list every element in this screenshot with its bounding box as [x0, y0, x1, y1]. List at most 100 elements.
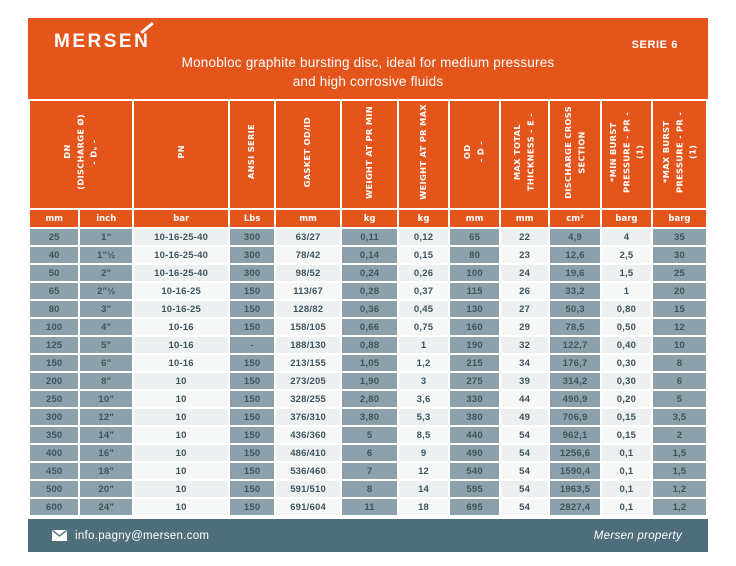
table-row: 450 18" 10 150 536/460 7 12 540 54 1590,4 0,1 1,5 — [30, 463, 706, 479]
cell-discharge-cross-section: 12,6 — [550, 247, 600, 263]
cell-max-thickness: 27 — [501, 301, 549, 317]
header-band: MERSEN SERIE 6 Monobloc graphite burstin… — [28, 18, 708, 99]
spec-table: DN (DISCHARGE Ø) - Dₑ - PN ANSI SERIE GA… — [28, 99, 708, 517]
unit-cross-section-cm2: cm² — [550, 210, 600, 227]
cell-weight-pr-min: 0,66 — [342, 319, 398, 335]
table-row: 25 1" 10-16-25-40 300 63/27 0,11 0,12 65 22 4,9 4 3… — [30, 229, 706, 245]
cell-max-burst-pressure: 1,5 — [652, 445, 706, 461]
cell-weight-pr-max: 9 — [399, 445, 449, 461]
cell-od-mm: 695 — [450, 499, 500, 515]
cell-max-thickness: 39 — [501, 373, 549, 389]
cell-od-mm: 490 — [450, 445, 500, 461]
cell-dn-inch: 10" — [80, 391, 133, 407]
cell-dn-mm: 100 — [30, 319, 79, 335]
units-row: mm inch bar Lbs mm kg kg mm mm cm² barg … — [30, 210, 706, 227]
cell-dn-inch: 14" — [80, 427, 133, 443]
unit-gasket-mm: mm — [276, 210, 341, 227]
footer-band: info.pagny@mersen.com Mersen property — [28, 519, 708, 552]
cell-dn-inch: 1"½ — [80, 247, 133, 263]
cell-dn-mm: 250 — [30, 391, 79, 407]
cell-dn-mm: 40 — [30, 247, 79, 263]
cell-ansi-lbs: 150 — [230, 301, 275, 317]
cell-max-thickness: 23 — [501, 247, 549, 263]
cell-gasket-od-id: 128/82 — [276, 301, 341, 317]
cell-discharge-cross-section: 50,3 — [550, 301, 600, 317]
column-header-max-thickness: MAX TOTAL THICKNESS - E - — [501, 101, 549, 208]
cell-dn-inch: 2"½ — [80, 283, 133, 299]
cell-od-mm: 115 — [450, 283, 500, 299]
cell-od-mm: 275 — [450, 373, 500, 389]
cell-pn-bar: 10-16-25-40 — [134, 265, 229, 281]
cell-dn-inch: 2" — [80, 265, 133, 281]
cell-weight-pr-max: 0,75 — [399, 319, 449, 335]
unit-dn-mm: mm — [30, 210, 79, 227]
cell-dn-mm: 600 — [30, 499, 79, 515]
rotated-header-row: DN (DISCHARGE Ø) - Dₑ - PN ANSI SERIE GA… — [30, 101, 706, 208]
cell-gasket-od-id: 98/52 — [276, 265, 341, 281]
cell-ansi-lbs: 150 — [230, 283, 275, 299]
cell-max-burst-pressure: 15 — [652, 301, 706, 317]
cell-weight-pr-min: 6 — [342, 445, 398, 461]
table-row: 100 4" 10-16 150 158/105 0,66 0,75 160 29 78,5 0,5… — [30, 319, 706, 335]
cell-max-thickness: 54 — [501, 499, 549, 515]
cell-ansi-lbs: 150 — [230, 445, 275, 461]
cell-discharge-cross-section: 78,5 — [550, 319, 600, 335]
cell-weight-pr-min: 0,36 — [342, 301, 398, 317]
table-row: 350 14" 10 150 436/360 5 8,5 440 54 962,1 0,15 2 — [30, 427, 706, 443]
cell-od-mm: 130 — [450, 301, 500, 317]
cell-pn-bar: 10-16-25-40 — [134, 229, 229, 245]
cell-pn-bar: 10-16 — [134, 337, 229, 353]
unit-weight-min-kg: kg — [342, 210, 398, 227]
cell-min-burst-pressure: 1 — [601, 283, 651, 299]
cell-discharge-cross-section: 1963,5 — [550, 481, 600, 497]
table-row: 150 6" 10-16 150 213/155 1,05 1,2 215 34 176,7 0,3… — [30, 355, 706, 371]
cell-gasket-od-id: 63/27 — [276, 229, 341, 245]
cell-weight-pr-min: 1,90 — [342, 373, 398, 389]
cell-ansi-lbs: 150 — [230, 499, 275, 515]
cell-weight-pr-min: 0,88 — [342, 337, 398, 353]
unit-thickness-mm: mm — [501, 210, 549, 227]
cell-discharge-cross-section: 2827,4 — [550, 499, 600, 515]
cell-weight-pr-max: 0,37 — [399, 283, 449, 299]
unit-max-burst-barg: barg — [652, 210, 706, 227]
mersen-logo-text: MERSEN — [54, 31, 151, 52]
cell-weight-pr-max: 0,15 — [399, 247, 449, 263]
cell-dn-inch: 12" — [80, 409, 133, 425]
cell-ansi-lbs: 150 — [230, 427, 275, 443]
cell-dn-mm: 50 — [30, 265, 79, 281]
cell-min-burst-pressure: 0,20 — [601, 391, 651, 407]
cell-min-burst-pressure: 4 — [601, 229, 651, 245]
mersen-logo: MERSEN — [54, 21, 154, 53]
page-title-line2: and high corrosive fluids — [292, 74, 444, 90]
cell-dn-mm: 150 — [30, 355, 79, 371]
cell-max-thickness: 54 — [501, 427, 549, 443]
cell-max-thickness: 34 — [501, 355, 549, 371]
table-body: 25 1" 10-16-25-40 300 63/27 0,11 0,12 65 22 4,9 4 3… — [30, 229, 706, 515]
cell-od-mm: 380 — [450, 409, 500, 425]
cell-max-thickness: 22 — [501, 229, 549, 245]
cell-max-burst-pressure: 2 — [652, 427, 706, 443]
cell-dn-inch: 5" — [80, 337, 133, 353]
cell-max-burst-pressure: 20 — [652, 283, 706, 299]
cell-dn-mm: 125 — [30, 337, 79, 353]
table-row: 200 8" 10 150 273/205 1,90 3 275 39 314,2 0,30 6 — [30, 373, 706, 389]
cell-ansi-lbs: 150 — [230, 391, 275, 407]
cell-min-burst-pressure: 0,80 — [601, 301, 651, 317]
cell-ansi-lbs: 300 — [230, 247, 275, 263]
cell-dn-inch: 18" — [80, 463, 133, 479]
cell-gasket-od-id: 113/67 — [276, 283, 341, 299]
cell-od-mm: 595 — [450, 481, 500, 497]
cell-max-burst-pressure: 3,5 — [652, 409, 706, 425]
cell-min-burst-pressure: 0,15 — [601, 427, 651, 443]
cell-gasket-od-id: 436/360 — [276, 427, 341, 443]
cell-pn-bar: 10-16-25 — [134, 283, 229, 299]
cell-ansi-lbs: 150 — [230, 463, 275, 479]
cell-min-burst-pressure: 1,5 — [601, 265, 651, 281]
cell-pn-bar: 10-16-25-40 — [134, 247, 229, 263]
cell-weight-pr-max: 8,5 — [399, 427, 449, 443]
cell-ansi-lbs: 150 — [230, 355, 275, 371]
cell-weight-pr-min: 0,11 — [342, 229, 398, 245]
cell-dn-inch: 24" — [80, 499, 133, 515]
cell-dn-mm: 200 — [30, 373, 79, 389]
table-row: 50 2" 10-16-25-40 300 98/52 0,24 0,26 100 24 19,6… — [30, 265, 706, 281]
